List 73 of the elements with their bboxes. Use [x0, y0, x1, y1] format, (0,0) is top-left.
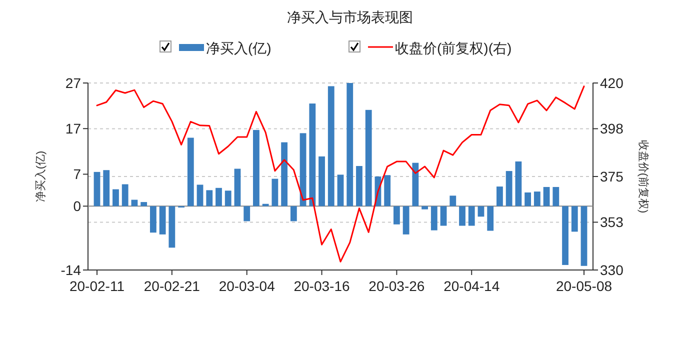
y2-tick-label: 375 — [600, 168, 624, 184]
bar — [440, 206, 447, 226]
bar — [94, 172, 100, 206]
x-tick-label: 20-03-16 — [294, 278, 350, 294]
bar — [562, 206, 568, 265]
bar — [384, 175, 391, 206]
bar — [328, 86, 334, 206]
x-tick-label: 20-03-04 — [218, 278, 276, 294]
bar — [459, 206, 466, 226]
x-tick-label: 20-02-11 — [69, 278, 125, 294]
bar — [534, 192, 540, 206]
bar — [300, 133, 306, 206]
bar — [140, 202, 148, 206]
bar — [430, 206, 438, 230]
bar — [524, 192, 532, 206]
bar — [468, 206, 475, 226]
bar — [150, 206, 156, 233]
bar — [365, 110, 372, 206]
bar — [422, 206, 428, 210]
bar — [515, 161, 522, 206]
bar — [262, 204, 269, 206]
y2-tick-label: 420 — [600, 75, 624, 91]
line-series — [96, 86, 585, 262]
bar — [337, 174, 344, 206]
bar — [346, 83, 354, 206]
bar — [356, 166, 362, 206]
bar — [487, 206, 494, 231]
bar — [309, 104, 316, 206]
y-tick-label: 7 — [73, 166, 82, 182]
bar — [543, 186, 550, 206]
legend-label: 净买入(亿) — [206, 40, 272, 56]
bar — [168, 206, 176, 248]
bar — [506, 171, 512, 206]
y2-axis-title: 收盘价(前复权) — [637, 140, 649, 214]
y-tick-label: -14 — [60, 262, 82, 278]
y2-tick-label: 330 — [600, 262, 624, 278]
bar — [159, 206, 166, 234]
x-tick-label: 20-04-14 — [444, 278, 500, 294]
y-tick-label: 17 — [65, 120, 82, 137]
bar — [216, 188, 222, 206]
legend-label: 收盘价(前复权)(右) — [395, 40, 512, 56]
bar — [478, 206, 484, 217]
bar — [234, 168, 241, 206]
bar — [318, 156, 325, 206]
bar — [450, 196, 456, 206]
bar — [103, 170, 110, 206]
bar — [412, 162, 419, 206]
y-axis-title: 净买入(亿) — [34, 150, 47, 202]
bar — [224, 190, 232, 206]
y-tick-label: 27 — [65, 75, 82, 91]
bar — [281, 142, 288, 206]
bar — [187, 138, 194, 206]
bar — [571, 206, 578, 232]
bar — [402, 206, 410, 234]
bar — [253, 130, 260, 206]
x-tick-label: 20-02-21 — [144, 278, 200, 294]
y2-tick-label: 398 — [600, 120, 624, 137]
y2-tick-label: 353 — [600, 214, 624, 230]
x-tick-label: 20-05-08 — [556, 278, 612, 294]
bar — [112, 189, 119, 206]
bar — [244, 206, 250, 222]
y-tick-label: 0 — [73, 198, 82, 214]
x-tick-label: 20-03-26 — [368, 278, 425, 294]
bar — [122, 184, 128, 206]
chart-title: 净买入与市场表现图 — [287, 9, 413, 25]
bar — [290, 206, 297, 222]
bar — [580, 206, 588, 266]
bar — [496, 186, 503, 206]
bar — [393, 206, 400, 224]
bar — [272, 178, 278, 206]
bar — [552, 186, 560, 206]
bar — [206, 190, 213, 206]
bar — [196, 184, 204, 206]
